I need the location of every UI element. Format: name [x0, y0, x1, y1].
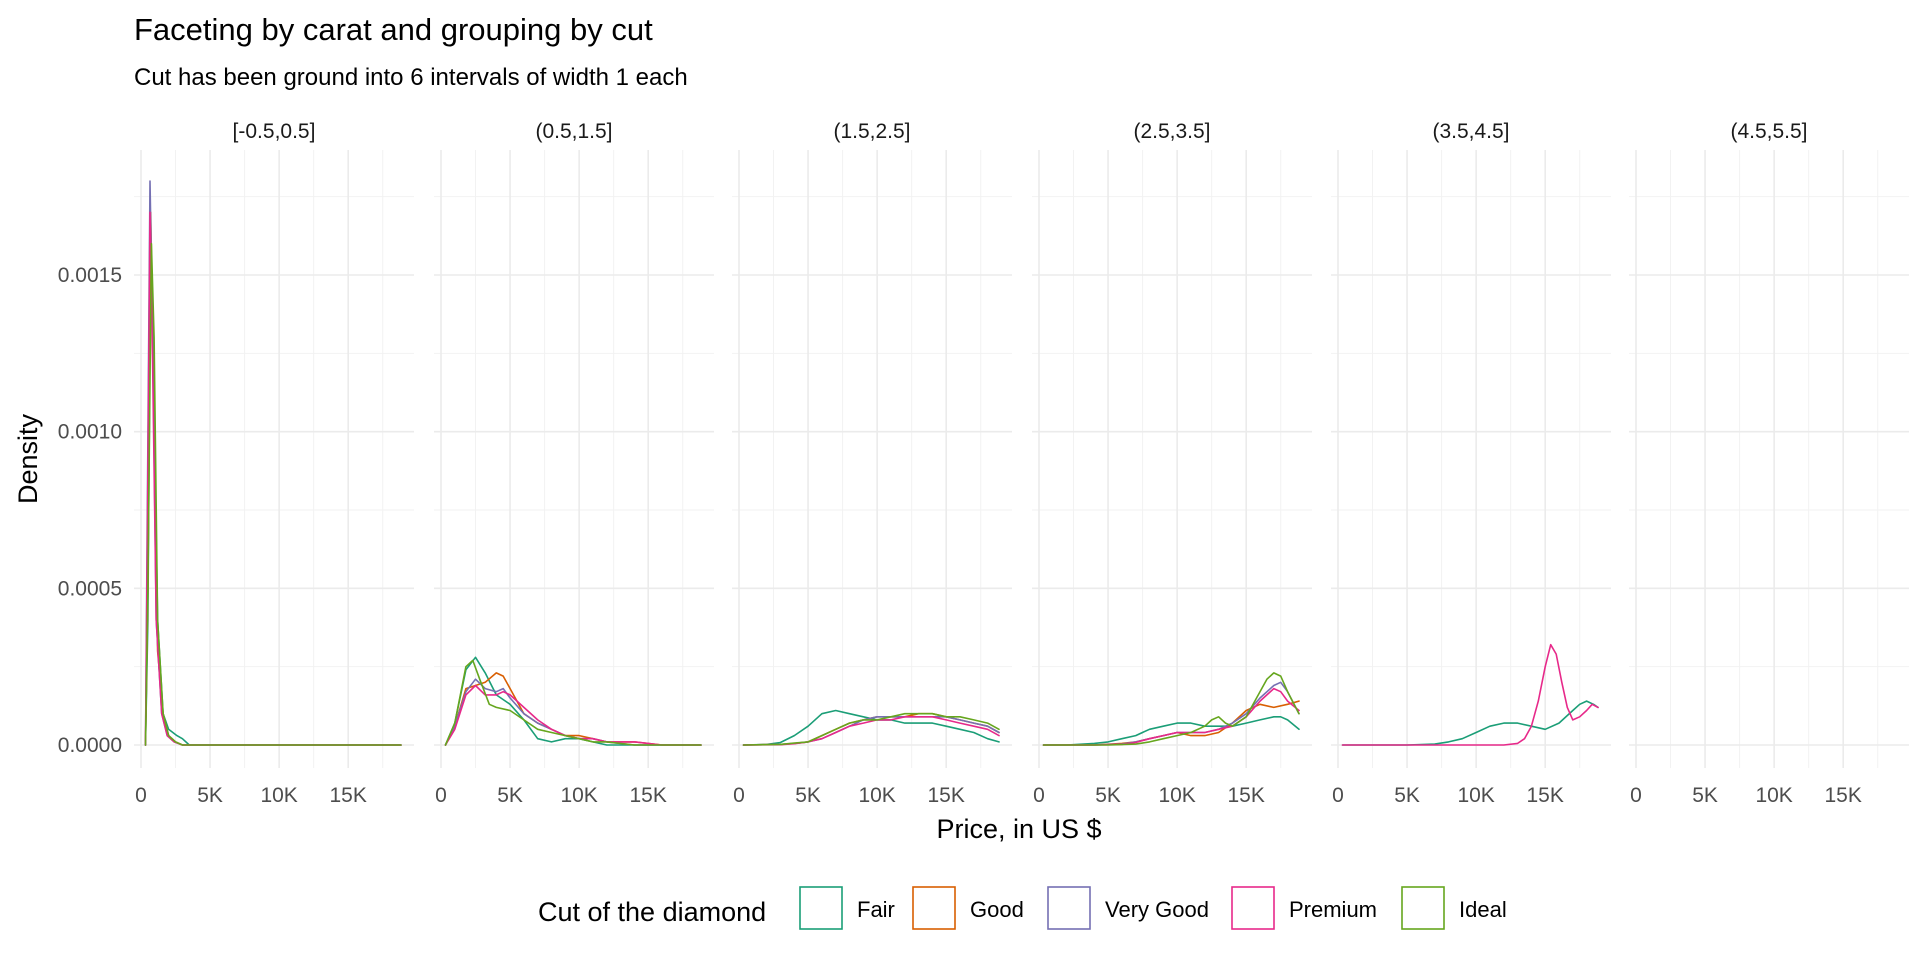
x-tick-label: 5K: [1692, 784, 1718, 807]
x-tick-label: 0: [135, 784, 147, 807]
facet-panel: (3.5,4.5] 0 5K 10K 15K: [1331, 120, 1611, 807]
density-line: [1042, 700, 1300, 746]
legend-entry: Good: [912, 886, 1024, 930]
legend-key: [1401, 886, 1445, 930]
chart-title: Faceting by carat and grouping by cut: [134, 12, 653, 47]
x-tick-label: 5K: [795, 784, 821, 807]
density-line: [742, 709, 1000, 746]
density-line: [144, 242, 402, 746]
legend-key: [1231, 886, 1275, 930]
density-line: [144, 242, 402, 746]
x-axis-title: Price, in US $: [936, 814, 1101, 844]
legend-key: [912, 886, 956, 930]
legend-entry: Fair: [799, 886, 895, 930]
legend-label: Premium: [1289, 897, 1377, 922]
facet-strip-label: [-0.5,0.5]: [233, 120, 316, 143]
x-tick-label: 15K: [928, 784, 965, 807]
legend-title: Cut of the diamond: [538, 897, 766, 927]
facet-strip-label: (3.5,4.5]: [1432, 120, 1509, 143]
x-tick-label: 0: [1332, 784, 1344, 807]
legend-label: Good: [970, 897, 1024, 922]
x-tick-label: 15K: [1228, 784, 1265, 807]
x-tick-label: 15K: [630, 784, 667, 807]
density-line: [1042, 715, 1300, 746]
legend-entry: Ideal: [1401, 886, 1507, 930]
legend-key: [799, 886, 843, 930]
density-line: [742, 712, 1000, 746]
density-line: [444, 656, 702, 746]
x-tick-label: 10K: [560, 784, 597, 807]
density-line: [444, 659, 702, 746]
facet-strip-label: (0.5,1.5]: [535, 120, 612, 143]
legend-entry: Premium: [1231, 886, 1377, 930]
density-line: [1042, 687, 1300, 746]
density-line: [1042, 672, 1300, 746]
x-tick-label: 10K: [1755, 784, 1792, 807]
y-tick-label: 0.0005: [58, 577, 122, 600]
density-line: [742, 715, 1000, 746]
x-tick-label: 0: [733, 784, 745, 807]
facet-strip-label: (4.5,5.5]: [1730, 120, 1807, 143]
density-line: [1341, 643, 1599, 746]
y-axis-title: Density: [13, 413, 43, 504]
y-tick-label: 0.0010: [58, 421, 122, 444]
facet-panels: [-0.5,0.5] 0 5K 10K 15K 0.0000 0.0005 0.0010 0.0…: [58, 120, 1909, 807]
x-tick-label: 15K: [330, 784, 367, 807]
density-line: [144, 211, 402, 746]
facet-strip-label: (2.5,3.5]: [1133, 120, 1210, 143]
facet-strip-label: (1.5,2.5]: [833, 120, 910, 143]
legend: Cut of the diamond Fair Good Very Good Prem…: [538, 886, 1507, 930]
density-line: [1341, 700, 1599, 746]
density-line: [444, 672, 702, 746]
x-tick-label: 5K: [197, 784, 223, 807]
legend-key: [1047, 886, 1091, 930]
facet-panel: (2.5,3.5] 0 5K 10K 15K: [1032, 120, 1312, 807]
x-tick-label: 10K: [1158, 784, 1195, 807]
x-tick-label: 5K: [497, 784, 523, 807]
x-tick-label: 15K: [1825, 784, 1862, 807]
chart-subtitle: Cut has been ground into 6 intervals of …: [134, 64, 688, 91]
legend-entry: Very Good: [1047, 886, 1209, 930]
y-tick-label: 0.0000: [58, 734, 122, 757]
legend-label: Ideal: [1459, 897, 1507, 922]
x-tick-label: 10K: [858, 784, 895, 807]
x-tick-label: 0: [1630, 784, 1642, 807]
facet-panel: (1.5,2.5] 0 5K 10K 15K: [732, 120, 1012, 807]
facet-panel: (4.5,5.5] 0 5K 10K 15K: [1629, 120, 1909, 807]
x-tick-label: 5K: [1095, 784, 1121, 807]
x-tick-label: 10K: [260, 784, 297, 807]
x-tick-label: 10K: [1457, 784, 1494, 807]
density-line: [144, 211, 402, 746]
y-tick-label: 0.0015: [58, 264, 122, 287]
legend-label: Fair: [857, 897, 895, 922]
legend-label: Very Good: [1105, 897, 1209, 922]
x-tick-label: 0: [1033, 784, 1045, 807]
x-tick-label: 15K: [1527, 784, 1564, 807]
x-tick-label: 5K: [1394, 784, 1420, 807]
facet-panel: (0.5,1.5] 0 5K 10K 15K: [434, 120, 714, 807]
x-tick-label: 0: [435, 784, 447, 807]
density-line: [144, 180, 402, 746]
facet-panel: [-0.5,0.5] 0 5K 10K 15K 0.0000 0.0005 0.0010 0.0…: [58, 120, 414, 807]
